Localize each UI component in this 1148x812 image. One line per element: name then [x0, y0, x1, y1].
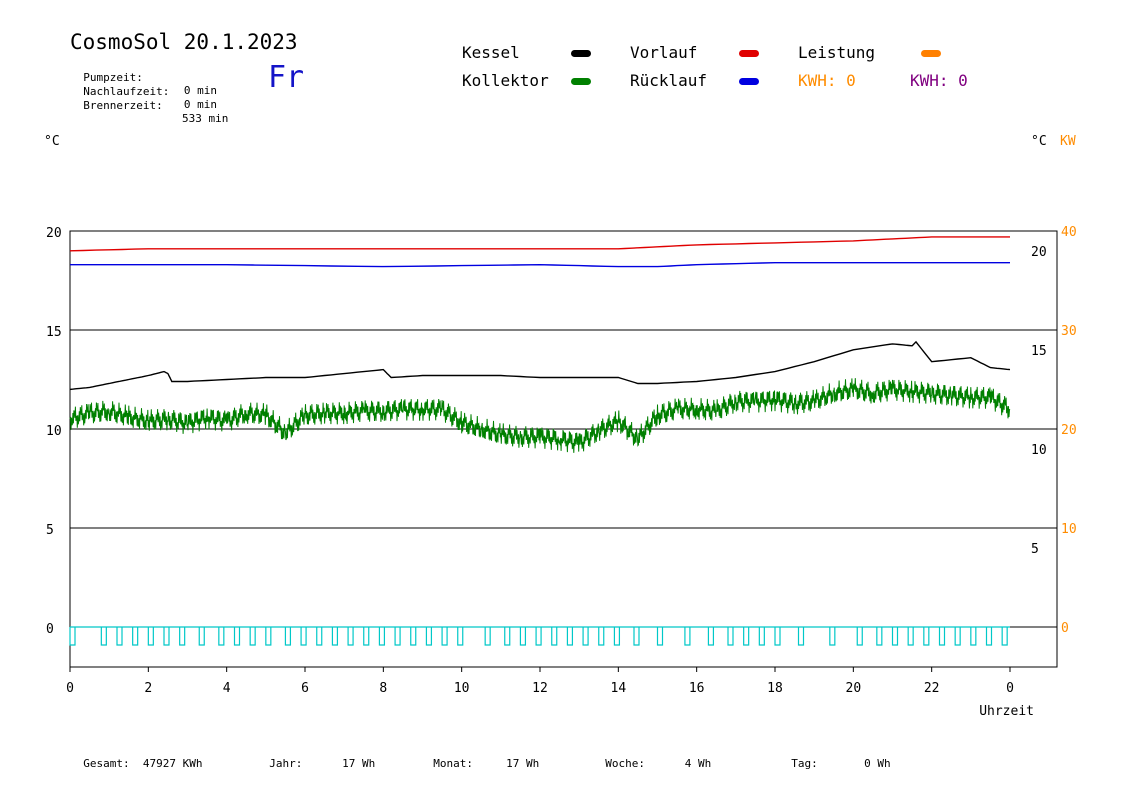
legend-leistung-label: Leistung [798, 43, 876, 62]
stat-pumpzeit: Pumpzeit: 0 min [70, 58, 217, 97]
y-right-celsius-tick-label: 15 [1031, 344, 1047, 359]
x-tick-label: 4 [223, 681, 231, 696]
y-left-tick-label: 10 [46, 424, 62, 439]
y-right-celsius-tick-label: 10 [1031, 443, 1047, 458]
footer-value: 0 Wh [864, 757, 891, 770]
y-right-kw-tick-label: 30 [1061, 324, 1077, 339]
unit-right-celsius: °C [1031, 134, 1047, 149]
x-tick-label: 2 [144, 681, 152, 696]
legend-vorlauf-label: Vorlauf [630, 43, 698, 62]
y-left-tick-label: 5 [46, 523, 54, 538]
y-right-celsius-tick-label: 20 [1031, 245, 1047, 260]
x-tick-label: 0 [1006, 681, 1014, 696]
y-left-tick-label: 15 [46, 325, 62, 340]
weekday-label: Fr [268, 60, 305, 95]
plot-frame [69, 230, 1058, 668]
footer-gesamt: Gesamt: 47927 KWh [70, 744, 202, 770]
unit-right-kw: KW [1060, 134, 1076, 149]
pump-signal-line [69, 626, 1010, 646]
legend-ruecklauf-label: Rücklauf [630, 71, 708, 90]
y-right-celsius-tick-label: 5 [1031, 542, 1039, 557]
legend-leistung-swatch [921, 50, 941, 57]
y-right-kw-tick-label: 10 [1061, 522, 1077, 537]
x-tick-label: 22 [924, 681, 940, 696]
legend-kessel-swatch [571, 50, 591, 57]
y-left-tick-label: 0 [46, 622, 54, 637]
footer-label: Monat: [433, 757, 473, 770]
footer-woche: Woche: 4 Wh [592, 744, 711, 770]
stat-nachlaufzeit: Nachlaufzeit: 0 min [70, 72, 217, 111]
footer-value: 17 Wh [342, 757, 376, 770]
legend-kessel-label: Kessel [462, 43, 520, 62]
page-title: CosmoSol 20.1.2023 [70, 30, 298, 54]
y-right-kw-tick-label: 40 [1061, 225, 1077, 240]
stat-label: Pumpzeit: [83, 71, 143, 84]
footer-value: 4 Wh [684, 757, 712, 770]
legend-kwh-purple: KWH: 0 [910, 71, 968, 90]
footer-label: Woche: [605, 757, 645, 770]
series-line-vorlauf [69, 236, 1010, 252]
legend-ruecklauf-swatch [739, 78, 759, 85]
footer-jahr: Jahr: 17 Wh [256, 744, 375, 770]
legend-kwh-orange: KWH: 0 [798, 71, 856, 90]
footer-label: Jahr: [269, 757, 303, 770]
y-right-kw-tick-label: 0 [1061, 621, 1069, 636]
x-tick-label: 6 [301, 681, 309, 696]
stat-value: 0 min [183, 98, 217, 111]
x-tick-label: 20 [846, 681, 862, 696]
x-tick-label: 16 [689, 681, 705, 696]
footer-value: 47927 KWh [142, 757, 203, 770]
series-line-kessel [69, 340, 1011, 391]
footer-label: Gesamt: [83, 757, 130, 770]
series-line-ruecklauf [70, 262, 1010, 268]
legend-vorlauf-swatch [739, 50, 759, 57]
x-tick-label: 14 [611, 681, 627, 696]
x-tick-label: 0 [66, 681, 74, 696]
footer-monat: Monat: 17 Wh [420, 744, 539, 770]
stat-label: Brennerzeit: [83, 99, 163, 112]
x-axis-label: Uhrzeit [979, 704, 1034, 719]
unit-left: °C [44, 134, 60, 149]
x-tick-label: 8 [379, 681, 387, 696]
legend-kollektor-swatch [571, 78, 591, 85]
footer-label: Tag: [791, 757, 818, 770]
x-tick-label: 12 [532, 681, 548, 696]
legend-kollektor-label: Kollektor [462, 71, 549, 90]
stat-label: Nachlaufzeit: [83, 85, 170, 98]
series-line-kollektor [69, 378, 1011, 453]
footer-tag: Tag: 0 Wh [778, 744, 891, 770]
x-tick-label: 10 [454, 681, 470, 696]
stat-value: 0 min [183, 84, 217, 97]
footer-value: 17 Wh [506, 757, 540, 770]
y-left-tick-label: 20 [46, 226, 62, 241]
y-right-kw-tick-label: 20 [1061, 423, 1077, 438]
x-tick-label: 18 [767, 681, 783, 696]
